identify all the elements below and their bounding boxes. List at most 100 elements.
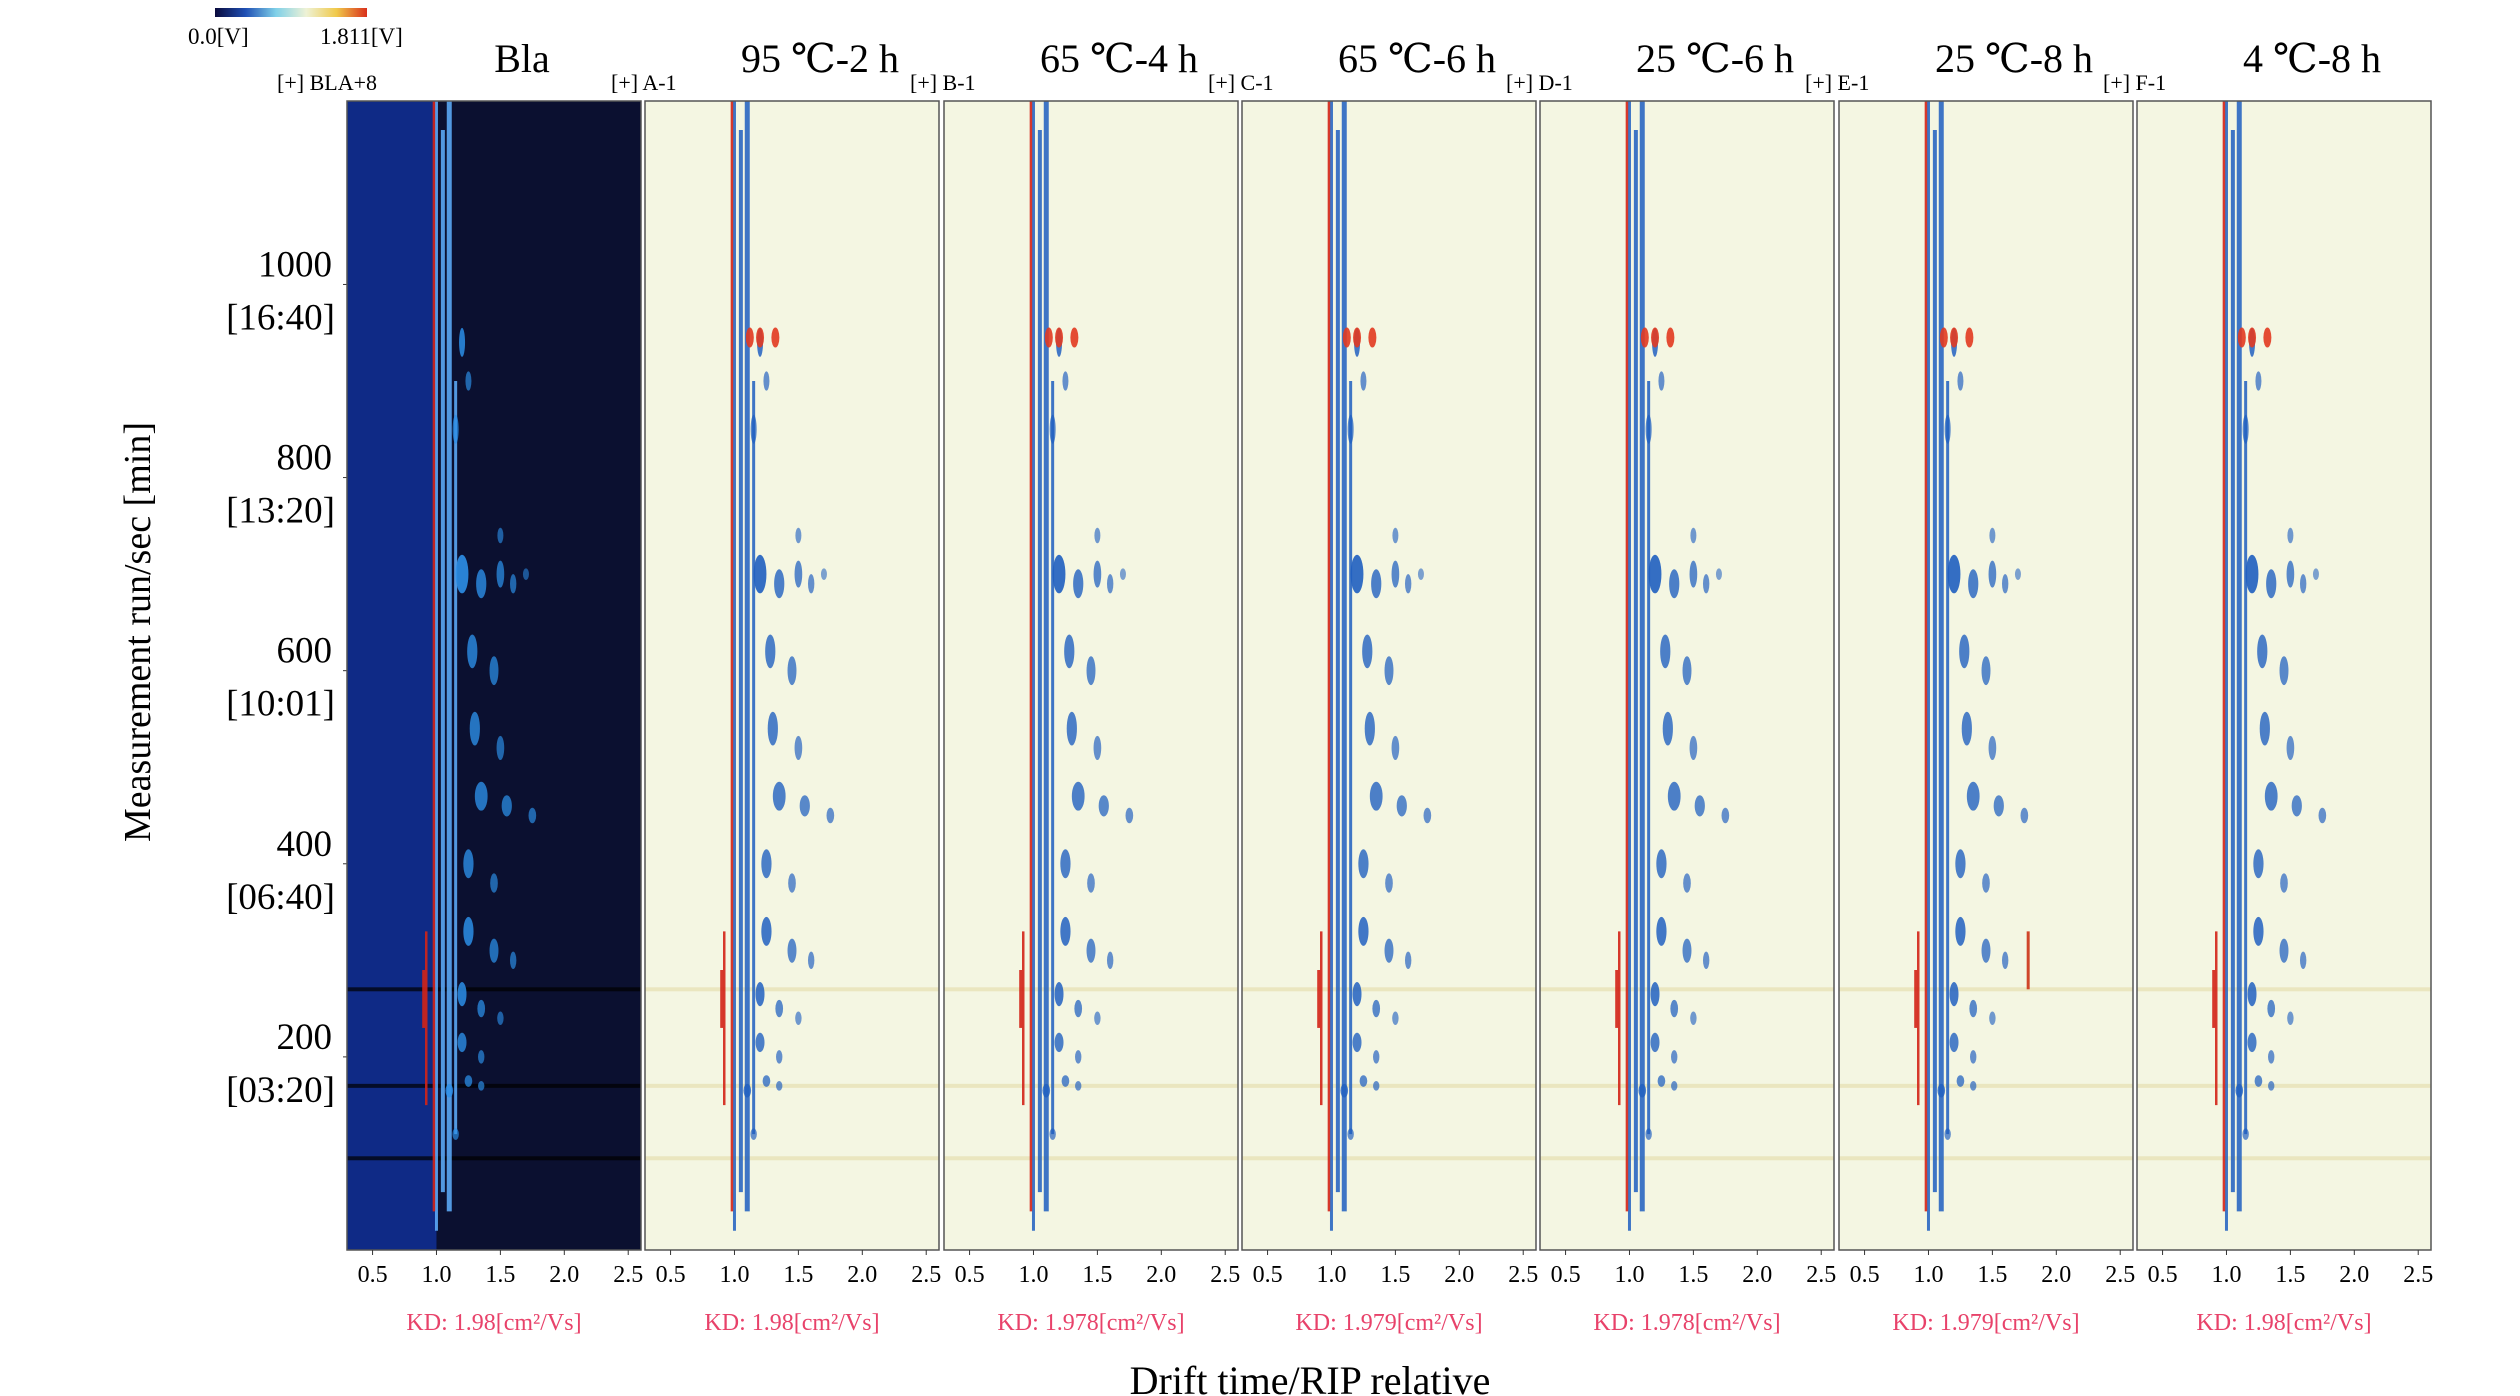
signal-peak [1968, 569, 1979, 599]
signal-peak [1066, 711, 1077, 746]
signal-peak [807, 951, 815, 970]
signal-peak [1947, 554, 1961, 594]
signal-peak [1721, 807, 1730, 824]
signal-peak [787, 656, 797, 686]
signal-peak [2286, 560, 2295, 588]
signal-peak [1417, 568, 1424, 580]
kd-label: KD: 1.979[cm²/Vs] [1295, 1310, 1482, 1336]
signal-peak [776, 1050, 783, 1064]
x-tick-label: 2.5 [2105, 1262, 2135, 1288]
x-tick-label: 0.5 [1253, 1262, 1283, 1288]
panel-id: [+] BLA+8 [277, 70, 377, 95]
panel-frame [644, 100, 940, 1251]
y-tick-time-label: [16:40] [226, 297, 335, 338]
signal-peak [2279, 656, 2289, 686]
signal-peak [1690, 527, 1697, 544]
colorbar-gradient [215, 8, 367, 17]
signal-peak [2267, 999, 2276, 1018]
red-peak [1342, 327, 1351, 348]
signal-peak [1993, 795, 2004, 817]
x-tick-label: 1.5 [783, 1262, 813, 1288]
x-tick-label: 0.5 [656, 1262, 686, 1288]
signal-peak [1650, 1032, 1660, 1053]
signal-peak [2299, 574, 2307, 594]
signal-peak [1949, 982, 1959, 1007]
signal-peak [1650, 982, 1660, 1007]
panel-title: 65 ℃-4 h [1040, 36, 1198, 81]
signal-peak [1384, 938, 1394, 963]
signal-peak [1648, 554, 1662, 594]
signal-peak [1423, 807, 1432, 824]
red-peak [2237, 327, 2246, 348]
panel-title: 4 ℃-8 h [2243, 36, 2381, 81]
signal-peak [457, 1032, 467, 1053]
x-tick-label: 1.0 [2211, 1262, 2241, 1288]
signal-peak [1683, 873, 1691, 893]
signal-peak [1658, 371, 1665, 391]
signal-peak [2245, 554, 2259, 594]
panel-1: Bla [+] BLA+8 0.5 1.0 1.5 2.0 2.5 KD: 1.98[cm²/… [277, 36, 643, 1336]
signal-peak [1671, 1050, 1678, 1064]
x-tick-label: 2.0 [2041, 1262, 2071, 1288]
signal-peak [755, 982, 765, 1007]
x-tick-label: 0.5 [1551, 1262, 1581, 1288]
signal-peak [794, 735, 803, 760]
signal-peak [2235, 1083, 2244, 1098]
signal-peak [509, 951, 517, 970]
horizontal-band [1540, 987, 1834, 992]
signal-peak [761, 849, 772, 879]
panel-frame [1539, 100, 1835, 1251]
signal-peak [1656, 916, 1667, 946]
y-tick-label: 200 [277, 1017, 333, 1058]
panel-id: [+] B-1 [910, 70, 976, 95]
signal-peak [765, 634, 776, 669]
signal-peak [1670, 999, 1679, 1018]
signal-peak [1369, 781, 1383, 811]
signal-peak [1049, 1128, 1056, 1140]
horizontal-band [1242, 1156, 1536, 1161]
signal-peak [497, 1011, 504, 1026]
red-peak [1640, 327, 1649, 348]
x-tick-label: 1.0 [1316, 1262, 1346, 1288]
signal-peak [2264, 781, 2278, 811]
signal-peak [1702, 574, 1710, 594]
signal-peak [1060, 916, 1071, 946]
signal-peak [1694, 795, 1705, 817]
horizontal-band [2137, 1156, 2431, 1161]
y-tick-label: 400 [277, 824, 333, 865]
signal-peak [2255, 371, 2262, 391]
panel-id: [+] F-1 [2103, 70, 2166, 95]
signal-peak [1689, 735, 1698, 760]
signal-peak [1347, 1128, 1354, 1140]
signal-peak [522, 568, 529, 580]
signal-peak [1969, 999, 1978, 1018]
signal-peak [478, 1081, 485, 1091]
signal-peak [496, 560, 505, 588]
signal-peak [465, 371, 472, 391]
y-tick-time-label: [13:20] [226, 491, 335, 532]
signal-peak [1086, 938, 1096, 963]
signal-peak [788, 873, 796, 893]
signal-peak [1667, 781, 1681, 811]
signal-peak [1094, 527, 1101, 544]
signal-peak [478, 1050, 485, 1064]
x-tick-label: 2.0 [549, 1262, 579, 1288]
signal-peak [1391, 560, 1400, 588]
signal-peak [459, 327, 466, 357]
panel-4: 65 ℃-6 h [+] C-1 0.5 1.0 1.5 2.0 2.5 KD: 1.979[… [1208, 36, 1538, 1336]
signal-peak [452, 1128, 459, 1140]
red-peak [1666, 327, 1675, 348]
signal-peak [762, 1075, 771, 1087]
signal-peak [1073, 569, 1084, 599]
signal-peak [1404, 951, 1412, 970]
horizontal-band [2137, 987, 2431, 992]
signal-peak [820, 568, 827, 580]
red-peak [1939, 327, 1948, 348]
signal-peak [1689, 560, 1698, 588]
signal-peak [528, 807, 537, 824]
signal-peak [2001, 574, 2009, 594]
horizontal-band [1540, 1083, 1834, 1088]
y-tick-label: 1000 [258, 244, 332, 285]
x-tick-label: 0.5 [955, 1262, 985, 1288]
signal-peak [1966, 781, 1980, 811]
